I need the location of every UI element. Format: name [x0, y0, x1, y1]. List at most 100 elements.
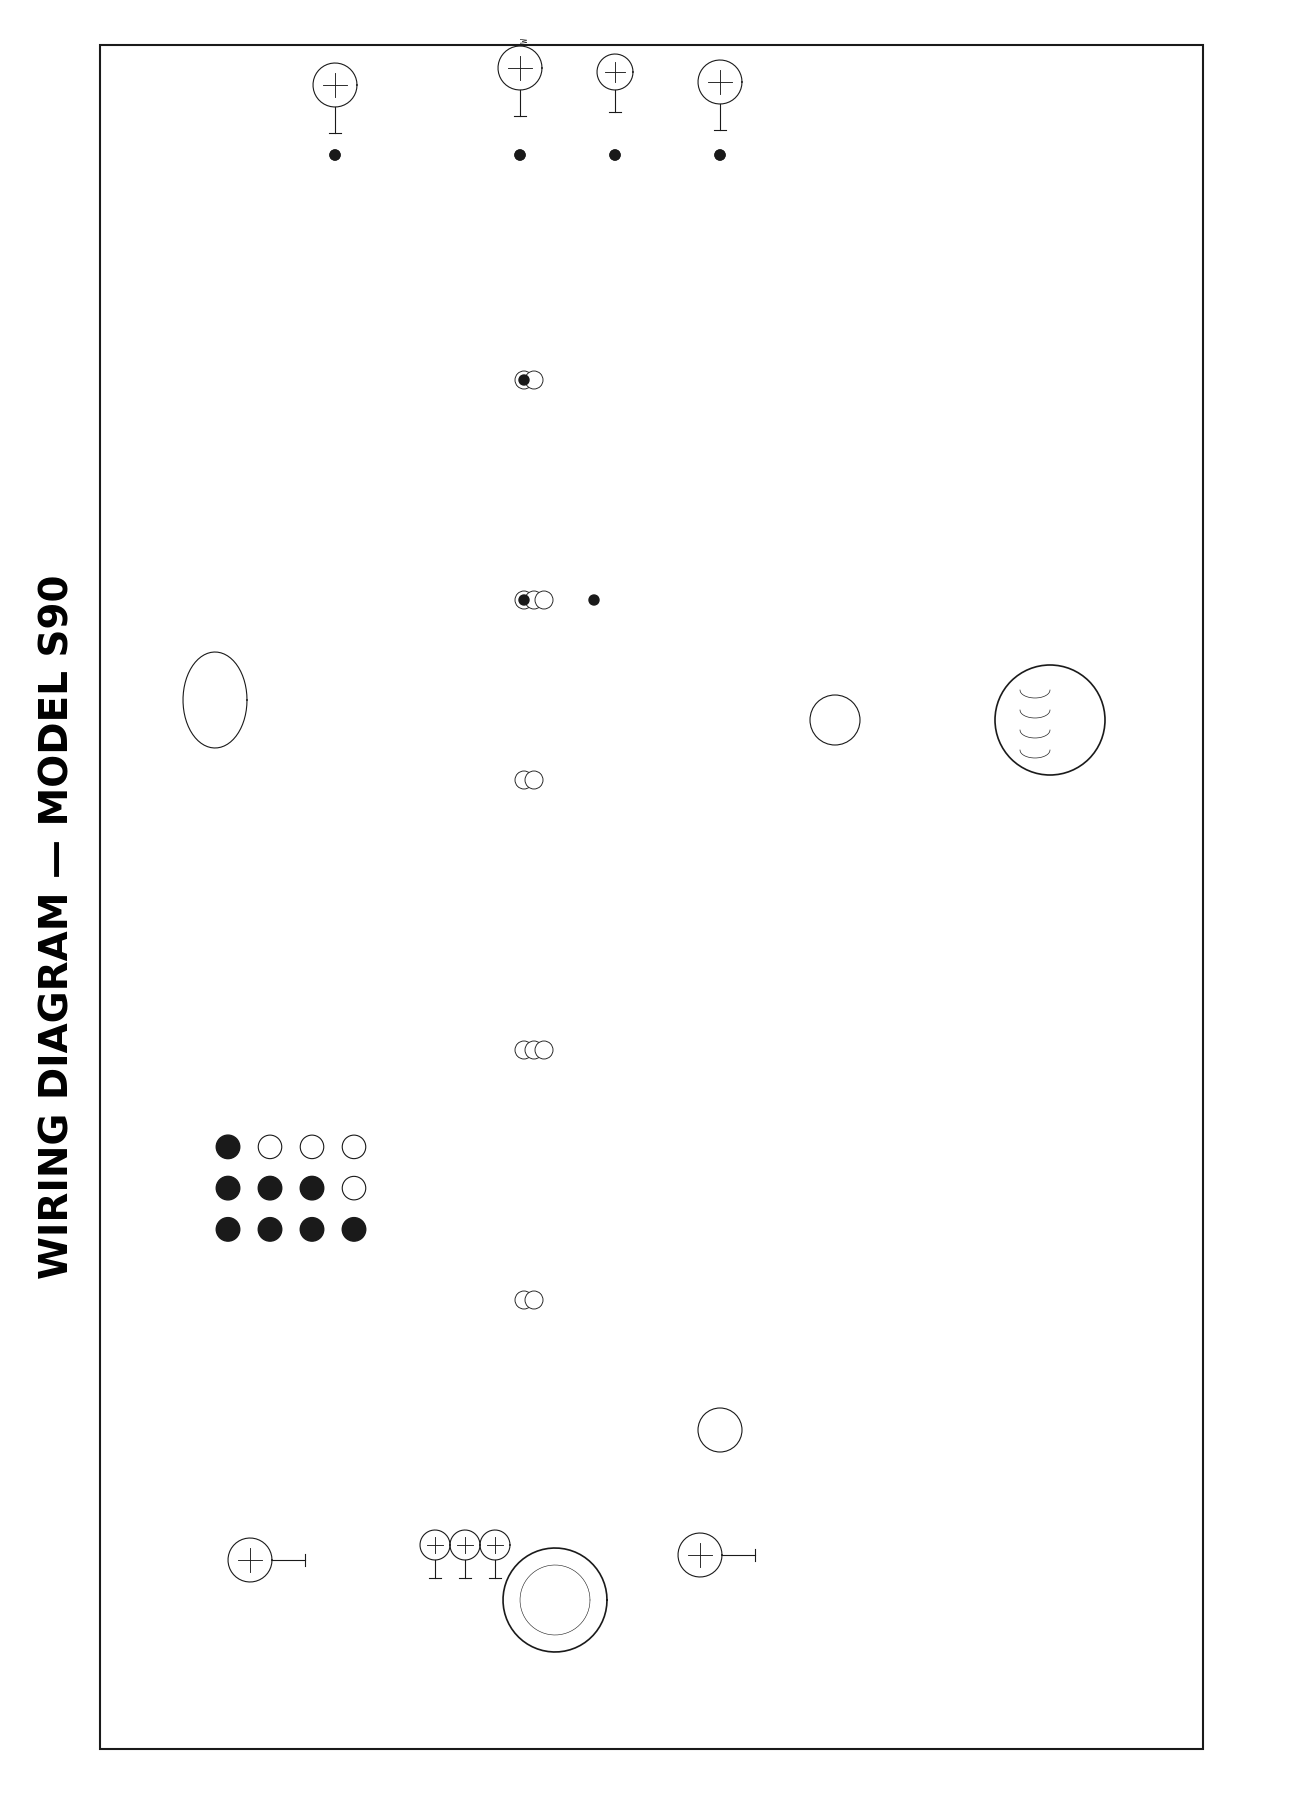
Text: BK: BK: [521, 1048, 526, 1053]
Text: BR: BR: [521, 1297, 526, 1302]
Text: W
R: W R: [818, 549, 822, 562]
Circle shape: [525, 590, 543, 608]
Bar: [803, 745, 838, 834]
Text: L/BL TUBE: L/BL TUBE: [450, 601, 456, 639]
Text: HORN: HORN: [710, 1390, 730, 1399]
Text: TURN SIGNAL PILOT LAMP 6V1.5W
NEUTRAL LAMP 6V1.5W
HIGH BEAM INDICATOR
6V1.5W: TURN SIGNAL PILOT LAMP 6V1.5W NEUTRAL LA…: [395, 1600, 529, 1640]
Bar: [726, 947, 754, 1003]
Text: LICENSE LIGHT: LICENSE LIGHT: [615, 47, 624, 108]
Text: GY: GY: [532, 1297, 537, 1302]
Text: R.REAR TURN SIGNAL: R.REAR TURN SIGNAL: [323, 57, 331, 140]
Text: L.FRONT TURN SIGNAL
LIGHT 6V18W: L.FRONT TURN SIGNAL LIGHT 6V18W: [705, 1586, 792, 1604]
Text: G TUBE: G TUBE: [472, 217, 478, 242]
Circle shape: [525, 1041, 543, 1058]
Circle shape: [515, 151, 525, 160]
Text: GY: GY: [532, 377, 537, 382]
Bar: [100, 45, 1203, 1749]
Text: Y/R-YELLOW WITH RED SPIRAL TRACER: Y/R-YELLOW WITH RED SPIRAL TRACER: [870, 389, 1048, 398]
Bar: [966, 1392, 1035, 1437]
Circle shape: [515, 151, 525, 160]
Text: CB: CB: [986, 816, 994, 823]
Text: IGNITION COIL: IGNITION COIL: [790, 841, 850, 850]
Text: HEAD LIGHT
6V30/25W: HEAD LIGHT 6V30/25W: [530, 1665, 580, 1685]
Text: COMBINATION SWITCH: COMBINATION SWITCH: [169, 761, 261, 770]
Text: TURN SIGNAL SWITCH: TURN SIGNAL SWITCH: [155, 1358, 245, 1367]
Text: W: W: [251, 680, 257, 687]
Text: STOP SWITCH: STOP SWITCH: [340, 282, 395, 291]
Text: L/BL TUBE: L/BL TUBE: [450, 212, 456, 249]
Text: SELENIUM
RECTIFIER: SELENIUM RECTIFIER: [229, 370, 271, 389]
Circle shape: [343, 1218, 366, 1241]
Text: O-ORANGE: O-ORANGE: [1025, 222, 1068, 231]
Text: W -WHITE: W -WHITE: [1025, 310, 1068, 319]
Circle shape: [258, 1136, 281, 1159]
Text: OFF: OFF: [179, 1143, 193, 1152]
Text: FUSE 15A: FUSE 15A: [292, 481, 328, 490]
Text: WIRE HARNESS: WIRE HARNESS: [470, 870, 480, 929]
Circle shape: [343, 1136, 366, 1159]
Text: BR: BR: [521, 777, 526, 782]
Circle shape: [515, 371, 533, 389]
Text: WINKER RELAY: WINKER RELAY: [790, 506, 850, 515]
Text: GY-GRAY: GY-GRAY: [870, 199, 908, 208]
Text: IGNITION
SWITCH: IGNITION SWITCH: [814, 666, 855, 685]
Text: HL: HL: [308, 1102, 317, 1110]
Text: A.C. GENERATOR: A.C. GENERATOR: [1015, 619, 1085, 628]
Text: SELENIUM RECTIFIER: SELENIUM RECTIFIER: [205, 332, 294, 341]
Text: 3P WIRING HARNESS
COUPLER: 3P WIRING HARNESS COUPLER: [661, 635, 739, 655]
Text: (HANDLE): (HANDLE): [470, 1236, 509, 1245]
Text: GY: GY: [521, 377, 526, 382]
Circle shape: [589, 596, 599, 605]
Text: 1: 1: [184, 1184, 189, 1193]
Text: G/Y-GREEN WITH YELLOW SPIRAL TRACER: G/Y-GREEN WITH YELLOW SPIRAL TRACER: [870, 411, 1058, 420]
Circle shape: [610, 151, 620, 160]
Bar: [962, 786, 1018, 856]
Circle shape: [536, 1041, 552, 1058]
Circle shape: [525, 371, 543, 389]
Circle shape: [698, 1408, 741, 1451]
Text: WIRING DIAGRAM — MODEL S90: WIRING DIAGRAM — MODEL S90: [39, 574, 77, 1279]
Bar: [723, 762, 767, 818]
Text: Y -YELLOW: Y -YELLOW: [870, 310, 919, 319]
Bar: [315, 504, 395, 576]
Text: R -RED: R -RED: [870, 289, 902, 298]
Circle shape: [995, 666, 1105, 775]
Text: HARNESS COUPLER: HARNESS COUPLER: [710, 825, 779, 834]
Circle shape: [715, 151, 724, 160]
Text: LG-LIGHT GREEN: LG-LIGHT GREEN: [870, 266, 945, 274]
Text: CONDENSER: CONDENSER: [885, 755, 926, 764]
Bar: [165, 1085, 375, 1250]
Text: GP WIRE HARNESS
COUPLER: GP WIRE HARNESS COUPLER: [335, 734, 405, 752]
Text: GP: GP: [366, 694, 374, 701]
Circle shape: [330, 151, 340, 160]
Text: BR: BR: [251, 666, 261, 673]
Text: BK: BK: [251, 694, 261, 701]
Circle shape: [610, 151, 620, 160]
Circle shape: [258, 1177, 281, 1200]
Text: R FRONT TURN SIGNAL
LIGHT 6V18W: R FRONT TURN SIGNAL LIGHT 6V18W: [245, 1589, 332, 1609]
Circle shape: [525, 771, 543, 789]
Circle shape: [258, 1218, 281, 1241]
Text: W TUBE: W TUBE: [442, 682, 448, 709]
Circle shape: [300, 1218, 323, 1241]
Text: P -PINK: P -PINK: [1025, 289, 1063, 298]
Bar: [340, 669, 400, 727]
Text: R/W-RED WITH WHITE SPIRAL TRACER: R/W-RED WITH WHITE SPIRAL TRACER: [870, 368, 1042, 377]
Circle shape: [216, 1218, 240, 1241]
Text: TAIL-STOP LIGHT6V17/5.3W: TAIL-STOP LIGHT6V17/5.3W: [520, 38, 529, 149]
Text: 10/2.8 SPIRAL: 10/2.8 SPIRAL: [566, 820, 575, 881]
Circle shape: [810, 694, 860, 745]
Circle shape: [515, 1041, 533, 1058]
Text: BAT: BAT: [222, 1102, 235, 1110]
Text: O TUBE: O TUBE: [572, 1067, 579, 1093]
Text: LG/R-LIGHT GREEN WITH RED SPIRAL TRACER: LG/R-LIGHT GREEN WITH RED SPIRAL TRACER: [870, 344, 1080, 353]
Text: L.REAR TURN SIGNAL: L.REAR TURN SIGNAL: [721, 54, 730, 138]
Text: 6V4.4W: 6V4.4W: [624, 47, 632, 75]
Circle shape: [515, 590, 533, 608]
Circle shape: [519, 375, 529, 386]
Circle shape: [343, 1177, 366, 1200]
Text: LIGHT 6V18W: LIGHT 6V18W: [335, 57, 344, 108]
Circle shape: [515, 1292, 533, 1310]
Text: O TUBE: O TUBE: [469, 637, 476, 662]
Text: G: G: [251, 723, 257, 730]
